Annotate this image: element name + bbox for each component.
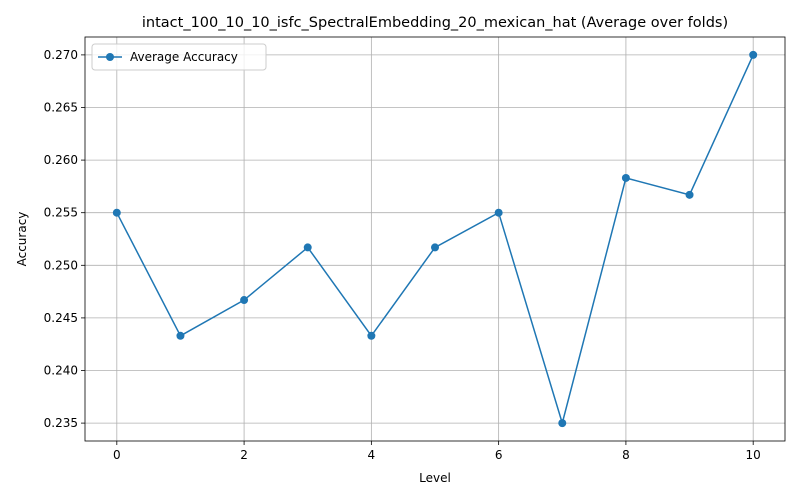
legend-box: [91, 43, 267, 71]
y-tick-label: 0.240: [44, 364, 78, 378]
x-axis-label: Level: [419, 471, 451, 485]
y-axis-label: Accuracy: [15, 212, 29, 267]
y-tick-label: 0.255: [44, 206, 78, 220]
y-tick-label: 0.270: [44, 48, 78, 62]
data-point: [749, 50, 758, 59]
data-point: [176, 331, 185, 340]
series-layer: [112, 50, 758, 428]
data-point: [240, 296, 249, 305]
data-point: [303, 243, 312, 252]
y-tick-label: 0.260: [44, 153, 78, 167]
data-point: [112, 208, 121, 217]
data-point: [621, 173, 630, 182]
y-tick-label: 0.250: [44, 258, 78, 272]
x-axis-ticks: 0 2 4 6 8 10: [113, 441, 761, 462]
x-tick-label: 2: [240, 448, 248, 462]
x-tick-label: 0: [113, 448, 121, 462]
y-tick-label: 0.245: [44, 311, 78, 325]
data-point: [494, 208, 503, 217]
legend: Average Accuracy: [91, 43, 267, 71]
data-point: [685, 190, 694, 199]
data-point: [431, 243, 439, 252]
y-axis-ticks: 0.235 0.240 0.245 0.250 0.255 0.260 0.265 0.270: [44, 48, 85, 430]
y-tick-label: 0.235: [44, 416, 78, 430]
data-point: [367, 331, 376, 340]
plot-frame: [84, 36, 786, 442]
x-tick-label: 8: [622, 448, 630, 462]
x-tick-label: 6: [495, 448, 503, 462]
grid: [85, 37, 785, 441]
legend-entry-label: Average Accuracy: [130, 50, 238, 64]
x-tick-label: 4: [368, 448, 376, 462]
x-tick-label: 10: [746, 448, 761, 462]
y-tick-label: 0.265: [44, 100, 78, 114]
series-line: [116, 54, 754, 426]
data-point: [558, 419, 567, 428]
chart-title: intact_100_10_10_isfc_SpectralEmbedding_…: [142, 15, 728, 31]
legend-marker-swatch: [106, 53, 114, 61]
